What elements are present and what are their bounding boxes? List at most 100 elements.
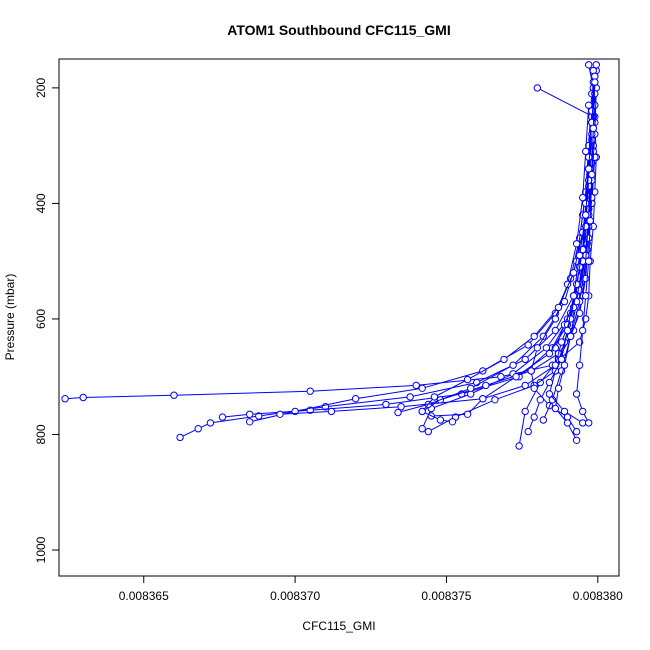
data-point [582,211,590,219]
data-point [554,303,563,312]
data-point [424,427,432,436]
data-point [491,396,499,404]
series-layer [61,61,600,450]
data-point [79,393,87,402]
data-point [569,292,578,300]
data-point [591,78,599,86]
x-tick-label: 0.008365 [119,589,169,603]
chart-title: ATOM1 Southbound CFC115_GMI [227,22,451,38]
data-point [418,407,426,416]
data-point [572,436,581,444]
x-tick-label: 0.008370 [270,589,320,603]
data-point [585,153,593,161]
data-point [394,408,402,417]
data-point [61,395,69,403]
data-point [575,361,584,369]
y-axis: 200 400 600 800 1000 [34,78,59,563]
data-point [557,338,566,346]
data-point [482,381,490,390]
data-point [527,367,535,375]
data-point [530,413,538,421]
data-point [586,217,594,225]
data-point [533,84,541,92]
data-point [588,170,596,179]
data-point [545,378,554,387]
x-tick-label: 0.008375 [421,589,471,603]
data-point [524,341,532,349]
data-point [575,251,584,260]
series-line [428,87,597,433]
data-point [569,269,578,277]
data-point [530,384,538,392]
data-point [579,419,587,427]
data-point [551,404,560,413]
data-point [176,433,184,442]
x-tick-label: 0.008380 [573,589,623,603]
series-line [279,110,593,415]
data-point [412,381,420,390]
y-tick-label: 400 [34,193,48,213]
data-point [397,403,405,411]
data-point [579,407,587,416]
data-point [545,349,554,358]
data-point [382,400,390,409]
data-point [563,419,572,427]
data-point [306,387,314,395]
data-point [194,425,202,433]
data-point [515,442,523,450]
data-point [521,381,529,390]
data-point [585,257,593,265]
data-point [246,418,254,426]
data-point [572,240,581,248]
data-point [530,332,538,340]
data-point [536,378,544,387]
data-point [548,396,557,404]
data-point [560,407,569,416]
data-point [170,391,178,399]
y-axis-label: Pressure (mbar) [3,274,17,361]
data-point [276,410,284,418]
data-point [500,355,508,364]
data-point [536,396,544,404]
y-tick-label: 1000 [34,536,48,563]
data-point [572,427,581,436]
data-point [524,427,532,436]
data-point [572,390,581,398]
data-point [479,395,487,403]
data-point [563,326,572,335]
y-tick-label: 600 [34,309,48,329]
x-axis: 0.008365 0.008370 0.008375 0.008380 [119,576,623,603]
series-line [421,87,596,429]
data-point [582,292,590,300]
data-point [430,393,439,401]
data-point [218,413,227,421]
data-point [351,395,360,403]
data-point [585,419,593,427]
data-point [521,407,529,416]
data-point [327,407,336,416]
data-point [539,416,547,424]
data-point [557,355,566,364]
data-point [463,410,472,418]
data-point [206,419,215,427]
y-tick-label: 200 [34,78,48,98]
data-point [589,124,597,133]
data-point [554,384,563,392]
series-line [421,93,596,423]
data-point [572,280,581,288]
data-point [560,361,569,369]
data-point [448,418,457,426]
data-point [582,199,590,208]
data-point [545,390,554,398]
series-line [421,64,597,412]
data-point [418,425,426,433]
data-point [512,373,520,381]
data-point [566,315,575,323]
x-axis-label: CFC115_GMI [302,619,375,633]
series-line [249,93,593,423]
data-point [579,326,587,335]
y-tick-label: 800 [34,424,48,444]
series-line [65,64,597,400]
data-point [406,393,414,401]
